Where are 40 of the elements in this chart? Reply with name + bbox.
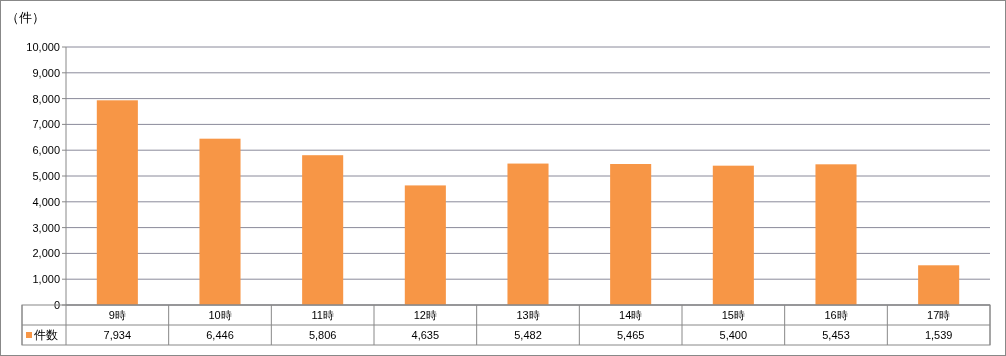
x-tick-label: 12時 bbox=[413, 309, 437, 321]
y-tick-label: 9,000 bbox=[32, 66, 60, 79]
bar bbox=[302, 155, 344, 305]
bar bbox=[712, 165, 754, 305]
bar bbox=[815, 164, 857, 305]
legend-label: 件数 bbox=[34, 328, 58, 342]
bar bbox=[199, 138, 241, 305]
x-tick-label: 17時 bbox=[927, 309, 951, 321]
data-label: 5,465 bbox=[616, 329, 645, 341]
bar bbox=[96, 100, 138, 305]
y-tick-label: 4,000 bbox=[32, 195, 60, 208]
data-label: 5,806 bbox=[308, 329, 337, 341]
bar bbox=[610, 164, 652, 305]
y-axis-title: （件） bbox=[6, 10, 45, 25]
x-tick-label: 16時 bbox=[824, 309, 848, 321]
bar bbox=[404, 185, 446, 305]
y-tick-label: 10,000 bbox=[26, 41, 60, 53]
data-label: 5,400 bbox=[719, 329, 748, 341]
y-tick-label: 5,000 bbox=[32, 170, 60, 182]
y-tick-label: 8,000 bbox=[32, 92, 60, 105]
data-label: 1,539 bbox=[924, 329, 953, 341]
y-tick-label: 1,000 bbox=[32, 273, 60, 286]
x-tick-label: 14時 bbox=[619, 309, 643, 321]
y-tick-label: 0 bbox=[53, 299, 60, 311]
data-label: 4,635 bbox=[411, 329, 440, 341]
x-tick-label: 10時 bbox=[208, 309, 232, 321]
x-tick-label: 9時 bbox=[108, 309, 126, 321]
data-label: 5,453 bbox=[822, 329, 850, 341]
y-tick-label: 3,000 bbox=[32, 221, 60, 234]
x-tick-label: 15時 bbox=[721, 309, 745, 321]
y-tick-label: 7,000 bbox=[32, 118, 60, 131]
x-tick-label: 11時 bbox=[311, 309, 334, 321]
y-tick-label: 6,000 bbox=[32, 144, 60, 157]
bar bbox=[918, 265, 960, 305]
x-tick-label: 13時 bbox=[516, 309, 540, 321]
data-label: 7,934 bbox=[103, 329, 132, 341]
data-label: 6,446 bbox=[206, 329, 234, 341]
bar bbox=[507, 163, 549, 305]
y-tick-label: 2,000 bbox=[32, 247, 60, 260]
data-label: 5,482 bbox=[514, 329, 542, 341]
